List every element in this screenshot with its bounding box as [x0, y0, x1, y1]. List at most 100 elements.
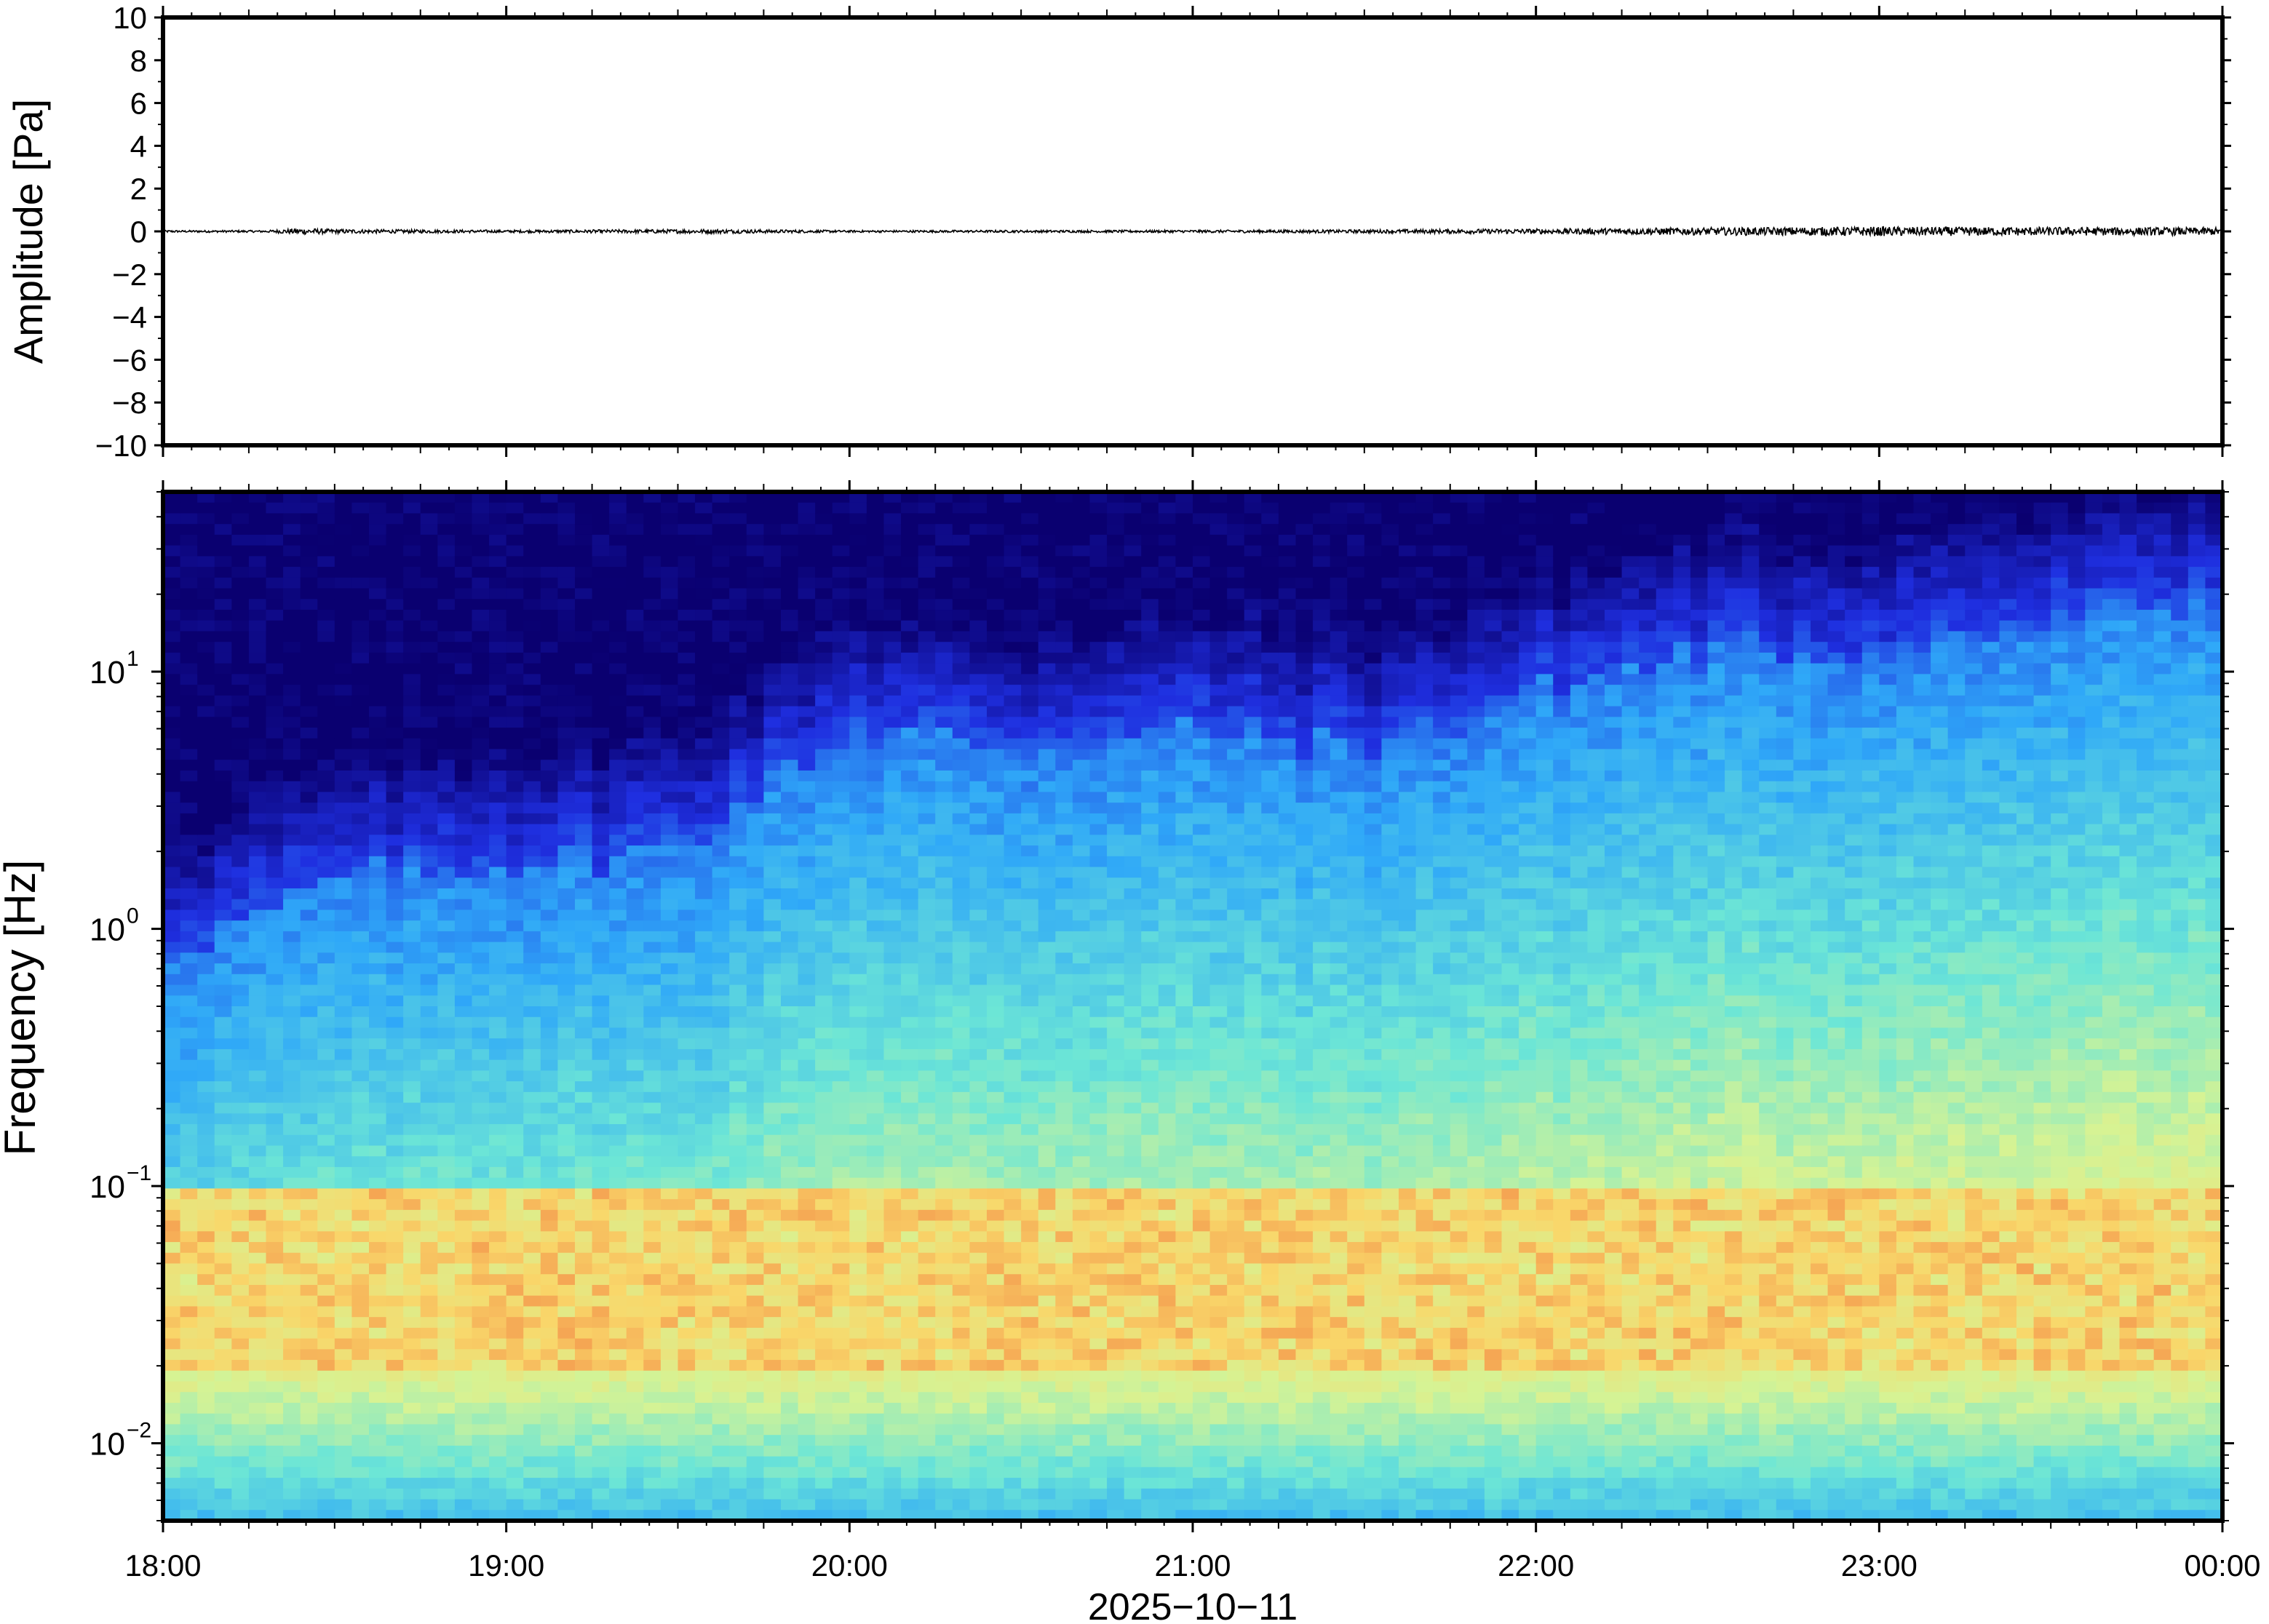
spectrogram-cell	[454, 1327, 473, 1340]
spectrogram-cell	[557, 663, 576, 675]
spectrogram-cell	[386, 931, 404, 943]
spectrogram-cell	[489, 620, 507, 632]
spectrogram-cell	[575, 845, 593, 857]
spectrogram-cell	[935, 1295, 953, 1307]
spectrogram-cell	[557, 909, 576, 921]
spectrogram-cell	[180, 963, 198, 975]
spectrogram-cell	[489, 577, 507, 589]
spectrogram-cell	[180, 1263, 198, 1275]
spectrogram-cell	[180, 534, 198, 546]
spectrogram-cell	[163, 642, 181, 653]
spectrogram-cell	[626, 760, 645, 771]
spectrogram-cell	[712, 1091, 731, 1104]
spectrogram-cell	[369, 685, 387, 696]
spectrogram-cell	[832, 1467, 851, 1478]
spectrogram-cell	[695, 824, 713, 836]
spectrogram-cell	[420, 942, 439, 954]
spectrogram-cell	[300, 813, 319, 825]
spectrogram-cell	[918, 1220, 937, 1233]
spectrogram-cell	[883, 556, 902, 568]
spectrogram-cell	[969, 974, 988, 986]
spectrogram-cell	[386, 1327, 404, 1340]
spectrogram-cell	[351, 588, 370, 600]
spectrogram-cell	[437, 824, 456, 836]
spectrogram-cell	[987, 1048, 1005, 1061]
spectrogram-cell	[849, 1263, 867, 1275]
spectrogram-cell	[197, 749, 215, 761]
spectrogram-cell	[918, 1091, 937, 1104]
spectrogram-cell	[1004, 534, 1022, 546]
spectrogram-cell	[695, 1488, 713, 1500]
spectrogram-cell	[180, 1027, 198, 1039]
spectrogram-cell	[557, 963, 576, 975]
spectrogram-cell	[248, 685, 267, 696]
spectrogram-cell	[283, 1274, 301, 1286]
spectrogram-cell	[832, 717, 851, 728]
spectrogram-cell	[369, 1510, 387, 1521]
spectrogram-cell	[660, 845, 679, 857]
spectrogram-cell	[403, 1048, 421, 1061]
spectrogram-cell	[832, 749, 851, 761]
spectrogram-cell	[283, 1435, 301, 1446]
spectrogram-cell	[849, 931, 867, 943]
spectrogram-cell	[660, 524, 679, 536]
spectrogram-cell	[987, 1091, 1005, 1104]
spectrogram-cell	[523, 1360, 541, 1372]
spectrogram-cell	[712, 492, 731, 503]
spectrogram-cell	[969, 781, 988, 793]
spectrogram-cell	[540, 1263, 559, 1275]
spectrogram-cell	[557, 1499, 576, 1511]
spectrogram-cell	[935, 1048, 953, 1061]
spectrogram-cell	[317, 513, 335, 525]
spectrogram-cell	[575, 1295, 593, 1307]
spectrogram-cell	[643, 760, 661, 771]
spectrogram-cell	[626, 728, 645, 739]
spectrogram-cell	[592, 1370, 610, 1382]
spectrogram-cell	[540, 695, 559, 707]
spectrogram-cell	[677, 867, 696, 879]
spectrogram-cell	[592, 577, 610, 589]
spectrogram-cell	[660, 867, 679, 879]
spectrogram-cell	[781, 974, 799, 986]
spectrogram-cell	[454, 1081, 473, 1093]
spectrogram-cell	[454, 1177, 473, 1190]
spectrogram-cell	[300, 1124, 319, 1136]
spectrogram-cell	[163, 1048, 181, 1061]
spectrogram-cell	[454, 1252, 473, 1265]
spectrogram-cell	[798, 920, 816, 932]
spectrogram-cell	[283, 1381, 301, 1393]
spectrogram-cell	[248, 984, 267, 997]
spectrogram-cell	[472, 728, 490, 739]
spectrogram-cell	[746, 1381, 765, 1393]
spectrogram-cell	[403, 1199, 421, 1211]
spectrogram-cell	[197, 1242, 215, 1254]
spectrogram-cell	[626, 706, 645, 718]
spectrogram-cell	[575, 492, 593, 503]
spectrogram-cell	[420, 1478, 439, 1489]
spectrogram-cell	[866, 1156, 885, 1168]
spectrogram-cell	[420, 738, 439, 750]
spectrogram-cell	[781, 1059, 799, 1072]
spectrogram-cell	[609, 942, 627, 954]
spectrogram-cell	[918, 824, 937, 836]
spectrogram-cell	[506, 599, 525, 610]
spectrogram-cell	[420, 695, 439, 707]
spectrogram-cell	[969, 1177, 988, 1190]
spectrogram-cell	[712, 1295, 731, 1307]
spectrogram-cell	[557, 1081, 576, 1093]
spectrogram-cell	[746, 888, 765, 900]
spectrogram-cell	[815, 1242, 833, 1254]
spectrogram-cell	[746, 1027, 765, 1039]
spectrogram-cell	[763, 1338, 782, 1350]
spectrogram-cell	[386, 856, 404, 868]
spectrogram-cell	[763, 1156, 782, 1168]
spectrogram-cell	[832, 1070, 851, 1082]
spectrogram-cell	[369, 1488, 387, 1500]
spectrogram-cell	[180, 1006, 198, 1018]
spectrogram-cell	[952, 1134, 971, 1147]
spectrogram-cell	[197, 995, 215, 1007]
spectrogram-cell	[729, 695, 747, 707]
spectrogram-cell	[1004, 663, 1022, 675]
spectrogram-cell	[351, 1156, 370, 1168]
spectrogram-cell	[592, 877, 610, 889]
